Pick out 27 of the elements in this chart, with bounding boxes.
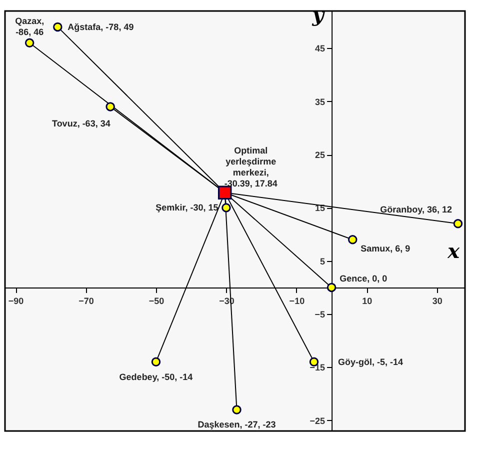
x-tick-label: −90: [8, 296, 24, 306]
x-tick-label: −50: [148, 296, 164, 306]
y-tick-label: 15: [315, 203, 326, 214]
annotation: Şemkir, -30, 15: [156, 202, 218, 213]
annotation: Göranboy, 36, 12: [380, 204, 452, 215]
annotation: Gedebey, -50, -14: [119, 372, 193, 382]
annotation: Ağstafa, -78, 49: [68, 22, 134, 32]
annotation: Optimal yerleşdirme merkezi, -30.39, 17.84: [224, 146, 278, 189]
annotation: Daşkesen, -27, -23: [198, 420, 276, 430]
x-tick-label: 10: [362, 296, 372, 306]
y-tick-label: −25: [310, 416, 326, 426]
y-tick-label: −15: [310, 362, 326, 373]
annotation: Qazax, -86, 46: [15, 16, 44, 37]
x-tick-label: −10: [289, 296, 305, 306]
y-tick-label: 5: [320, 256, 326, 266]
y-tick-label: −5: [314, 310, 326, 320]
annotation: Tovuz, -63, 34: [52, 118, 110, 129]
y-tick-label: 25: [315, 150, 326, 160]
x-tick-label: −70: [78, 296, 94, 306]
y-tick-label: 45: [315, 44, 326, 54]
y-tick-label: 35: [315, 96, 326, 107]
annotation: Gence, 0, 0: [340, 273, 388, 284]
y-axis-title: y: [311, 2, 326, 26]
x-axis-title: x: [446, 238, 461, 263]
annotation: Göy-göl, -5, -14: [338, 356, 404, 367]
x-tick-label: 30: [432, 296, 442, 306]
annotation: Samux, 6, 9: [360, 244, 410, 254]
